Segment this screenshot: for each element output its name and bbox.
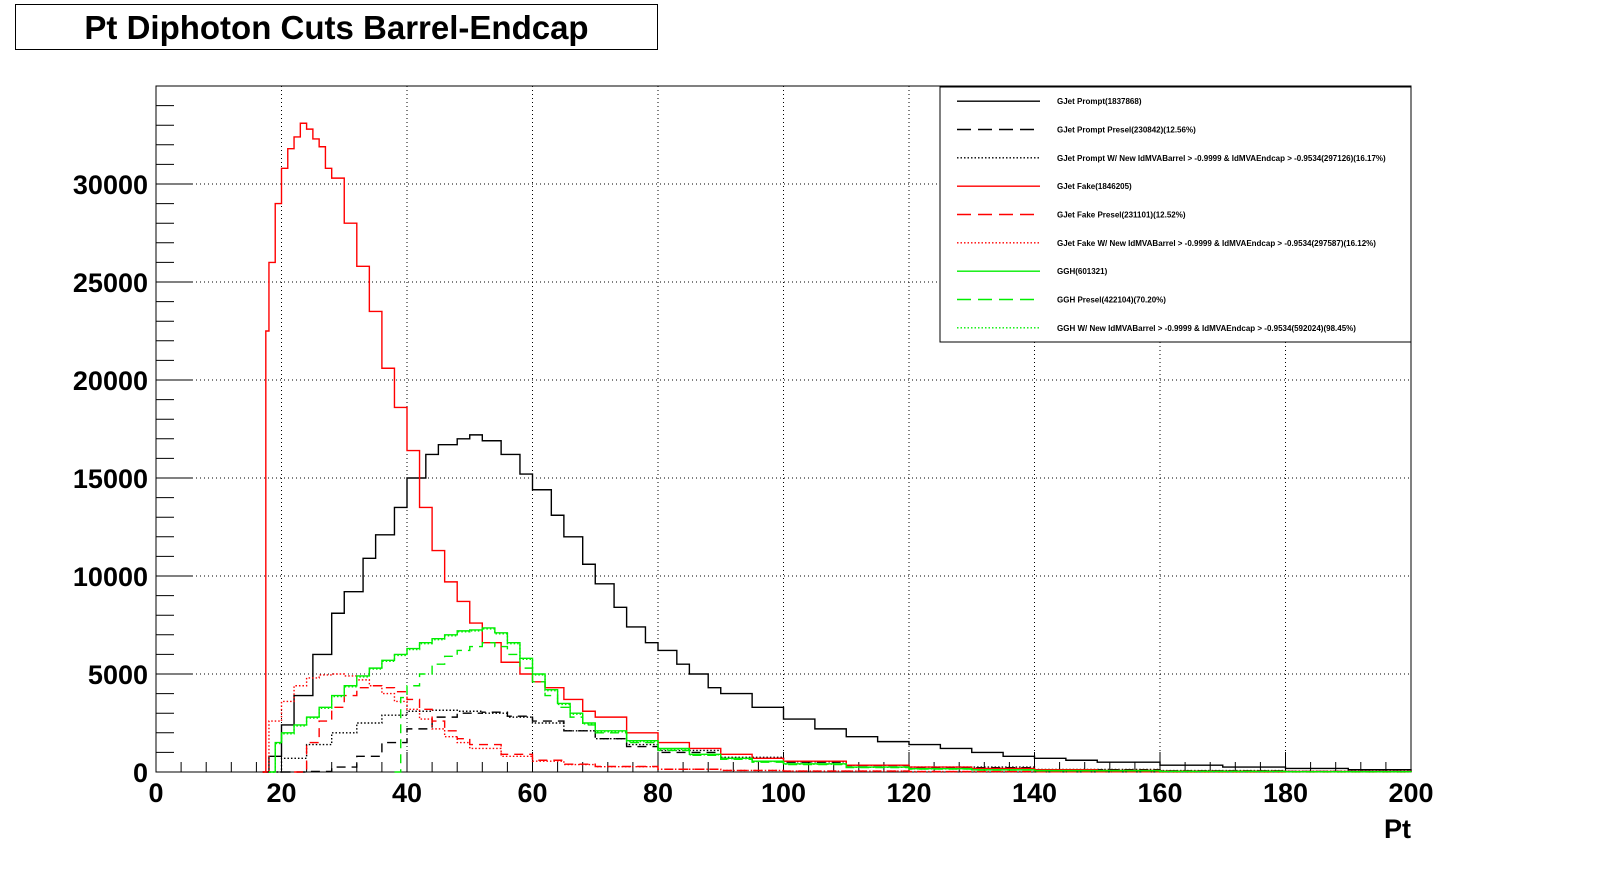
legend-label: GJet Fake Presel(231101)(12.52%) — [1057, 211, 1186, 220]
x-tick-label: 60 — [517, 778, 547, 808]
series-line-2 — [281, 711, 1412, 773]
y-tick-label: 20000 — [73, 366, 148, 396]
legend-label: GGH Presel(422104)(70.20%) — [1057, 296, 1166, 305]
x-tick-label: 80 — [643, 778, 673, 808]
legend-label: GGH(601321) — [1057, 267, 1108, 276]
y-tick-label: 30000 — [73, 170, 148, 200]
legend-label: GJet Prompt W/ New IdMVABarrel > -0.9999… — [1057, 154, 1386, 163]
legend-label: GJet Prompt Presel(230842)(12.56%) — [1057, 126, 1196, 135]
y-tick-label: 5000 — [88, 660, 148, 690]
legend-label: GJet Fake(1846205) — [1057, 182, 1132, 191]
x-tick-label: 40 — [392, 778, 422, 808]
legend-box — [939, 86, 1412, 343]
x-tick-label: 180 — [1263, 778, 1308, 808]
legend-label: GJet Fake W/ New IdMVABarrel > -0.9999 &… — [1057, 239, 1376, 248]
legend-label: GGH W/ New IdMVABarrel > -0.9999 & IdMVA… — [1057, 324, 1356, 333]
series-line-5 — [294, 685, 1412, 773]
series-line-3 — [262, 709, 1412, 773]
legend-label: GJet Prompt(1837868) — [1057, 97, 1142, 106]
x-tick-label: 20 — [266, 778, 296, 808]
chart-title: Pt Diphoton Cuts Barrel-Endcap — [84, 9, 589, 46]
y-tick-label: 15000 — [73, 464, 148, 494]
legend: GJet Prompt(1837868) GJet Prompt Presel(2… — [939, 86, 1412, 343]
x-tick-label: 140 — [1012, 778, 1057, 808]
x-tick-label: 0 — [148, 778, 163, 808]
series-line-7 — [268, 627, 1412, 773]
x-tick-label: 120 — [886, 778, 931, 808]
axes: 0 20 40 60 80 100 120 140 160 180 200 0 5000 10000 150… — [73, 105, 1434, 844]
series-line-6 — [262, 673, 1412, 773]
x-tick-label: 160 — [1137, 778, 1182, 808]
x-axis-label: Pt — [1384, 814, 1411, 844]
series-line-1 — [262, 434, 1412, 773]
series-line-4 — [262, 122, 1412, 773]
y-tick-label: 25000 — [73, 268, 148, 298]
series-line-8 — [394, 641, 1412, 773]
series-layer — [262, 122, 1412, 773]
y-tick-label: 10000 — [73, 562, 148, 592]
series-line-9 — [268, 628, 1412, 773]
x-tick-label: 100 — [761, 778, 806, 808]
chart-title-box: Pt Diphoton Cuts Barrel-Endcap — [15, 4, 658, 50]
y-tick-label: 0 — [133, 758, 148, 788]
x-tick-label: 200 — [1388, 778, 1433, 808]
